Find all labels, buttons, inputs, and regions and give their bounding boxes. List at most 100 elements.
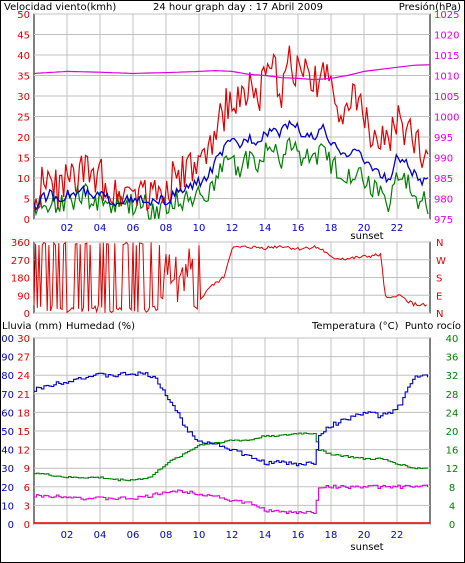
humidity-series-line	[34, 371, 429, 467]
hour-tick-label: 06	[127, 530, 140, 541]
hour-tick-label: 16	[292, 530, 305, 541]
rain-tick-label: 27	[17, 353, 30, 364]
bottom-grid	[34, 337, 430, 525]
hour-tick-label: 04	[94, 530, 107, 541]
hour-tick-label: 14	[259, 223, 272, 234]
compass-tick-label: N	[436, 309, 443, 320]
temperature-axis-label: Temperatura (°C)	[311, 321, 399, 332]
humidity-tick-label: 20	[1, 483, 14, 494]
top-hour-ticks: 02 04 06 08 10 12 14 16 18 20 22	[61, 223, 404, 234]
humidity-temperature-chart: Lluvia (mm) Humedad (%) Temperatura (°C)…	[0, 320, 461, 553]
rain-ticks: 0 3 6 9 12 15 18 21 24 27 30	[17, 334, 30, 531]
compass-tick-label: E	[436, 291, 442, 302]
wind-tick-label: 10	[17, 174, 30, 185]
wind-tick-label: 20	[17, 133, 30, 144]
rain-tick-label: 12	[17, 446, 30, 457]
compass-tick-label: S	[436, 274, 442, 285]
direction-tick-label: 360	[11, 238, 30, 249]
hour-tick-label: 08	[160, 530, 173, 541]
hour-tick-label: 18	[325, 223, 338, 234]
temperature-tick-label: 32	[446, 371, 459, 382]
temperature-tick-label: 4	[449, 501, 455, 512]
temperature-ticks: 0 4 8 12 16 20 24 28 32 36 40	[446, 334, 459, 531]
hour-tick-label: 12	[226, 223, 239, 234]
wind-tick-label: 35	[17, 72, 30, 83]
temperature-tick-label: 28	[446, 390, 459, 401]
direction-tick-label: 180	[11, 274, 30, 285]
rain-tick-label: 3	[24, 501, 30, 512]
humidity-tick-label: 40	[1, 446, 14, 457]
dewpoint-series-line	[34, 484, 429, 515]
wind-average-series-line	[33, 119, 429, 211]
pressure-tick-label: 1015	[434, 51, 459, 62]
pressure-tick-label: 1000	[434, 113, 459, 124]
hour-tick-label: 14	[259, 530, 272, 541]
humidity-axis-label: Humedad (%)	[66, 321, 135, 332]
compass-tick-label: N	[436, 238, 443, 249]
rain-tick-label: 18	[17, 408, 30, 419]
humidity-tick-label: 30	[1, 464, 14, 475]
hour-tick-label: 22	[391, 223, 404, 234]
pressure-ticks: 975 980 985 990 995 1000 1005 1010 1015 1020 1025	[434, 10, 459, 226]
pressure-tick-label: 975	[434, 215, 453, 226]
rain-tick-label: 24	[17, 371, 30, 382]
pressure-tick-label: 980	[434, 195, 453, 206]
humidity-tick-label: 60	[1, 408, 14, 419]
pressure-tick-label: 990	[434, 154, 453, 165]
temperature-tick-label: 12	[446, 464, 459, 475]
humidity-tick-label: 100	[0, 334, 14, 345]
compass-tick-label: W	[436, 256, 446, 267]
temperature-tick-label: 16	[446, 446, 459, 457]
middle-series	[33, 241, 427, 314]
direction-tick-label: 0	[24, 309, 30, 320]
temperature-tick-label: 36	[446, 353, 459, 364]
rain-tick-label: 6	[24, 483, 30, 494]
humidity-tick-label: 90	[1, 353, 14, 364]
direction-tick-label: 90	[17, 291, 30, 302]
hour-tick-label: 06	[127, 223, 140, 234]
rain-tick-label: 30	[17, 334, 30, 345]
wind-tick-label: 0	[24, 215, 30, 226]
temperature-tick-label: 24	[446, 408, 459, 419]
hour-tick-label: 12	[226, 530, 239, 541]
bottom-series	[34, 371, 430, 524]
rain-tick-label: 0	[24, 520, 30, 531]
top-series	[33, 45, 431, 220]
temperature-tick-label: 20	[446, 427, 459, 438]
rain-tick-label: 15	[17, 427, 30, 438]
hour-tick-label: 20	[358, 223, 371, 234]
temperature-tick-label: 0	[449, 520, 455, 531]
humidity-ticks: 0 10 20 30 40 50 60 70 80 90 100	[0, 334, 14, 531]
humidity-tick-label: 0	[8, 520, 14, 531]
pressure-axis-label: Presión(hPa)	[399, 1, 461, 13]
hour-tick-label: 02	[61, 530, 74, 541]
dewpoint-axis-label: Punto rocío	[405, 320, 461, 332]
humidity-tick-label: 50	[1, 427, 14, 438]
humidity-tick-label: 70	[1, 390, 14, 401]
temperature-tick-label: 8	[449, 483, 455, 494]
wind-tick-label: 50	[17, 10, 30, 21]
sunset-label: sunset	[350, 231, 383, 242]
hour-tick-label: 22	[391, 530, 404, 541]
hour-tick-label: 20	[358, 530, 371, 541]
pressure-tick-label: 1020	[434, 31, 459, 42]
wind-pressure-chart: 24 hour graph day : 17 Abril 2009 Veloci…	[4, 1, 461, 242]
middle-grid	[34, 241, 430, 314]
hour-tick-label: 18	[325, 530, 338, 541]
pressure-tick-label: 1005	[434, 92, 459, 103]
wind-tick-label: 30	[17, 92, 30, 103]
wind-tick-label: 5	[24, 195, 30, 206]
rain-tick-label: 21	[17, 390, 30, 401]
pressure-tick-label: 1010	[434, 72, 459, 83]
humidity-tick-label: 10	[1, 501, 14, 512]
hour-tick-label: 02	[61, 223, 74, 234]
chart-title: 24 hour graph day : 17 Abril 2009	[153, 2, 323, 13]
direction-tick-label: 270	[11, 256, 30, 267]
wind-tick-label: 15	[17, 154, 30, 165]
bottom-hour-ticks: 02 04 06 08 10 12 14 16 18 20 22	[61, 530, 404, 541]
wind-ticks: 0 5 10 15 20 25 30 35 40 45 50	[17, 10, 30, 226]
wind-axis-label: Velocidad viento(kmh)	[4, 2, 116, 13]
